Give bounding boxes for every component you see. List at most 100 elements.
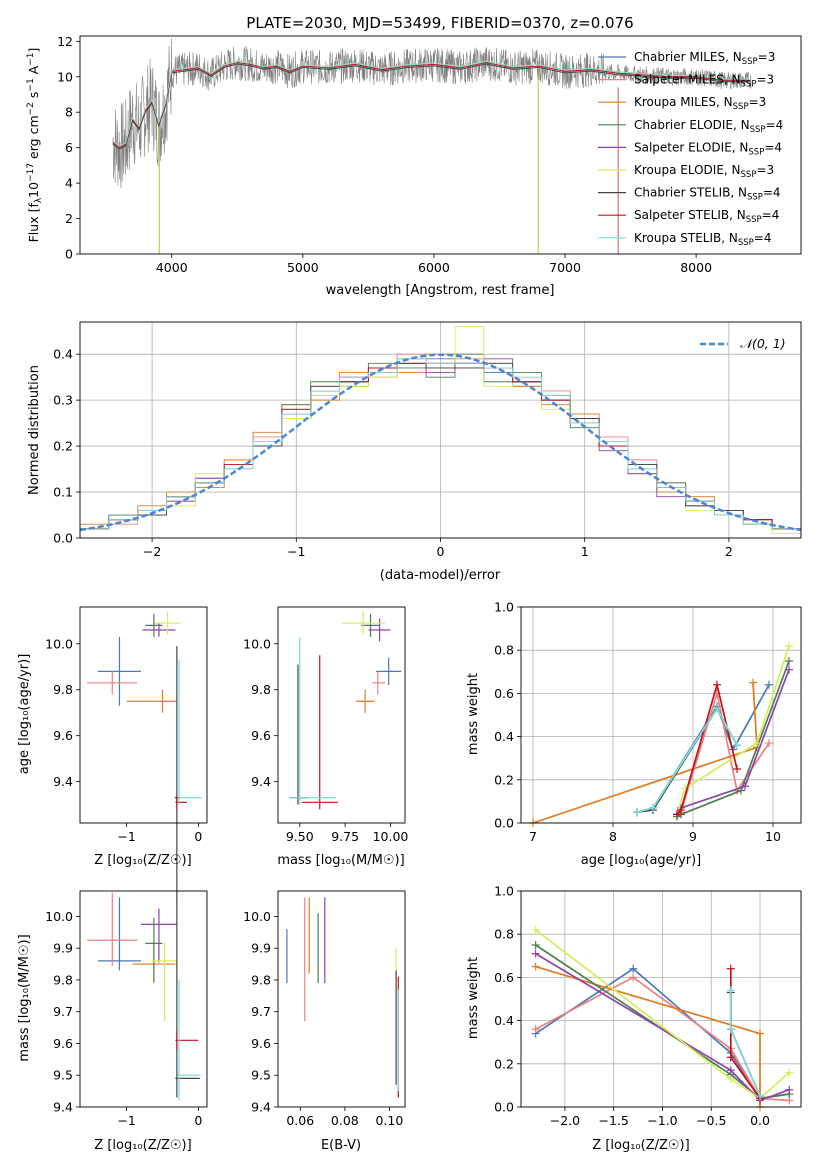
- y-tick-label: 0.2: [53, 439, 73, 454]
- legend-label-text: Salpeter STELIB, N: [634, 208, 746, 222]
- y-tick-label: 0.4: [494, 729, 514, 744]
- axes-frame: [79, 890, 208, 1108]
- mass-weight-marker: [733, 765, 741, 773]
- legend-label: Kroupa ELODIE, NSSP=3: [634, 163, 774, 180]
- mass-weight-marker: [673, 810, 681, 819]
- y-tick-label: 9.9: [251, 941, 271, 956]
- mass-weight-marker: [633, 808, 641, 817]
- y-tick-label: 9.4: [53, 774, 73, 789]
- x-tick-label: 0.06: [286, 1113, 314, 1128]
- y-tick-label: 0.6: [494, 970, 514, 985]
- axes-frame: [520, 606, 802, 824]
- spectrum-ylabel: Flux [fλ10−17 erg cm−2 s−1 A−1]: [26, 48, 44, 243]
- legend-label-sub: SSP: [741, 80, 757, 90]
- x-tick-label: 0: [437, 544, 445, 559]
- y-tick-label: 9.8: [251, 972, 271, 987]
- spectrum-panel: PLATE=2030, MJD=53499, FIBERID=0370, z=0…: [26, 14, 802, 298]
- residual-histogram-step: [80, 358, 801, 538]
- legend-label-text: Kroupa STELIB, N: [634, 231, 738, 245]
- mass-weight-marker: [713, 680, 721, 689]
- x-tick-label: −1: [117, 1113, 135, 1128]
- y-tick-label: 9.5: [53, 1068, 73, 1083]
- mass-weight-marker: [629, 973, 638, 982]
- legend-label: Chabrier MILES, NSSP=3: [634, 50, 775, 67]
- y-tick-label: 2: [65, 211, 73, 226]
- y-tick-label: 9.4: [251, 774, 271, 789]
- x-tick-label: 10.00: [373, 829, 409, 844]
- residuals-xlabel: (data-model)/error: [380, 568, 501, 583]
- weight-vs-Z-plot: −2.0 −1.5 −1.0 −0.5 0.0 0.0 0.2 0.4 0.6 0.8 1.0: [494, 884, 802, 1128]
- legend-label-value: =3: [749, 95, 767, 109]
- legend-label-text: Kroupa ELODIE, N: [634, 163, 741, 177]
- spectrum-plot: 4000 5000 6000 7000 8000 0 2 4 6 8 10 12: [57, 34, 802, 275]
- weight-vs-Z-xlabel: Z [log₁₀(Z/Z☉)]: [592, 1138, 689, 1153]
- mass-weight-marker: [713, 704, 721, 713]
- mass-weight-marker: [531, 962, 540, 971]
- y-tick-label: 0: [65, 247, 73, 262]
- mass-weight-marker: [629, 964, 638, 973]
- mass-weight-marker: [531, 941, 540, 949]
- gaussian-curve: [80, 353, 801, 532]
- x-tick-label: −2: [143, 544, 161, 559]
- y-tick-label: 0.0: [53, 531, 73, 546]
- mass-weight-marker: [677, 806, 685, 815]
- y-tick-label: 9.6: [251, 1036, 271, 1051]
- legend-label: Salpeter ELODIE, NSSP=4: [634, 140, 782, 157]
- axes-frame: [277, 606, 406, 824]
- gaussian-legend-label: 𝒩(0, 1): [740, 336, 786, 351]
- legend-label-value: =4: [766, 118, 784, 132]
- y-tick-label: 9.8: [53, 972, 73, 987]
- y-tick-label: 0.4: [53, 347, 73, 362]
- legend-label-value: =3: [756, 73, 774, 87]
- age-vs-Z-xlabel: Z [log₁₀(Z/Z☉)]: [94, 853, 191, 868]
- age-vs-mass-plot: 9.50 9.75 10.00 9.4 9.6 9.8 10.0: [243, 606, 409, 844]
- x-tick-label: −2.0: [550, 1113, 580, 1128]
- x-tick-label: 0.10: [375, 1113, 403, 1128]
- weight-vs-age-plot: 7 8 9 10 0.0 0.2 0.4 0.6 0.8 1.0: [494, 600, 802, 844]
- x-tick-label: −1: [117, 829, 135, 844]
- age-vs-mass-panel: 9.50 9.75 10.00 9.4 9.6 9.8 10.0 mass [log₁₀(M…: [243, 606, 409, 868]
- mass-weight-line: [636, 706, 738, 814]
- mass-weight-marker: [733, 741, 741, 750]
- x-tick-label: 5000: [287, 260, 319, 275]
- weight-vs-Z-panel: −2.0 −1.5 −1.0 −0.5 0.0 0.0 0.2 0.4 0.6 0.8 1.0 Z …: [466, 884, 802, 1153]
- x-tick-label: 9.75: [331, 829, 359, 844]
- mass-weight-marker: [756, 1029, 765, 1038]
- y-tick-label: 9.6: [53, 1036, 73, 1051]
- axes-frame: [79, 321, 802, 539]
- y-tick-label: 8: [65, 105, 73, 120]
- legend-label-value: =4: [763, 186, 781, 200]
- y-tick-label: 0.8: [494, 643, 514, 658]
- weight-vs-Z-ylabel: mass weight: [466, 957, 481, 1039]
- mass-weight-marker: [765, 680, 773, 689]
- mass-weight-marker: [649, 803, 657, 812]
- y-tick-label: 1.0: [494, 884, 514, 899]
- mass-weight-line: [535, 929, 790, 1100]
- x-tick-label: 0: [194, 829, 202, 844]
- y-tick-label: 10.0: [45, 636, 73, 651]
- y-tick-label: 6: [65, 140, 73, 155]
- x-tick-label: −1: [287, 544, 305, 559]
- mass-weight-marker: [749, 678, 757, 687]
- mass-vs-ebv-plot: 0.06 0.08 0.10 9.4 9.5 9.6 9.7 9.8 9.9 10.0: [243, 890, 406, 1128]
- mass-weight-marker: [726, 1066, 735, 1075]
- legend-label-value: =4: [754, 231, 772, 245]
- mass-weight-marker: [785, 657, 793, 665]
- y-tick-label: 0.1: [53, 485, 73, 500]
- legend-label-sub: SSP: [733, 102, 749, 112]
- y-tick-label: 10.0: [243, 636, 271, 651]
- x-tick-label: 0.08: [331, 1113, 359, 1128]
- x-tick-label: 1: [581, 544, 589, 559]
- weight-vs-age-ylabel: mass weight: [466, 673, 481, 755]
- mass-weight-line: [676, 660, 790, 818]
- mass-weight-marker: [785, 641, 793, 650]
- legend-label-sub: SSP: [738, 238, 754, 248]
- axes-frame: [79, 606, 208, 824]
- residuals-ylabel: Normed distribution: [27, 365, 42, 495]
- legend-label-sub: SSP: [747, 193, 763, 203]
- legend-label: Kroupa MILES, NSSP=3: [634, 95, 766, 112]
- age-vs-mass-xlabel: mass [log₁₀(M/M☉)]: [277, 853, 404, 868]
- legend-label: Kroupa STELIB, NSSP=4: [634, 231, 772, 248]
- y-tick-label: 4: [65, 176, 73, 191]
